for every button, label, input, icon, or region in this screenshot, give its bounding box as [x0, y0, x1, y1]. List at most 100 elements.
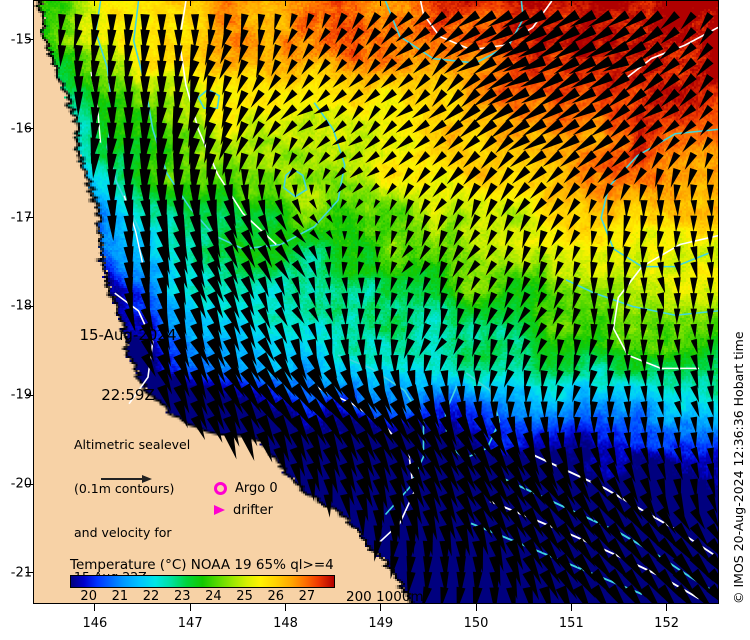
- velocity-arrow: [640, 432, 648, 451]
- velocity-arrow: [589, 87, 614, 105]
- velocity-arrow: [606, 261, 615, 281]
- velocity-arrow: [140, 322, 154, 348]
- velocity-arrow: [657, 292, 664, 310]
- velocity-arrow: [141, 353, 156, 378]
- velocity-arrow: [432, 135, 447, 149]
- velocity-arrow: [423, 292, 431, 309]
- velocity-arrow: [468, 229, 481, 245]
- velocity-arrow: [306, 414, 327, 446]
- velocity-arrow: [680, 11, 697, 30]
- velocity-arrow: [522, 460, 543, 492]
- colorbar-tick: 22: [142, 589, 160, 604]
- velocity-arrow: [607, 354, 615, 373]
- velocity-arrow: [623, 261, 631, 281]
- velocity-arrow: [537, 276, 548, 293]
- velocity-arrow: [437, 214, 448, 231]
- velocity-arrow: [333, 166, 347, 179]
- velocity-arrow: [356, 383, 378, 414]
- velocity-arrow: [623, 447, 633, 466]
- velocity-arrow: [90, 76, 100, 100]
- velocity-arrow: [456, 414, 474, 444]
- velocity-arrow: [57, 44, 67, 68]
- velocity-arrow: [690, 231, 698, 248]
- velocity-arrow: [140, 91, 151, 120]
- velocity-arrow: [499, 166, 515, 186]
- velocity-arrow: [457, 370, 465, 389]
- velocity-arrow: [657, 339, 665, 357]
- velocity-arrow: [607, 323, 615, 341]
- velocity-arrow: [535, 9, 564, 30]
- velocity-arrow: [90, 14, 100, 38]
- velocity-arrow: [207, 291, 224, 319]
- velocity-arrow: [397, 73, 414, 89]
- velocity-arrow: [537, 71, 564, 92]
- velocity-arrow: [489, 445, 510, 477]
- velocity-arrow: [517, 25, 547, 46]
- velocity-arrow: [190, 275, 207, 304]
- velocity-arrow: [555, 585, 570, 603]
- velocity-arrow: [390, 555, 399, 580]
- velocity-arrow: [606, 385, 615, 405]
- velocity-arrow: [548, 197, 564, 217]
- velocity-arrow: [224, 169, 233, 191]
- velocity-arrow: [375, 214, 381, 227]
- velocity-arrow: [373, 525, 383, 550]
- velocity-arrow: [422, 276, 431, 293]
- velocity-arrow: [623, 461, 636, 483]
- velocity-arrow: [107, 184, 117, 211]
- velocity-arrow: [624, 370, 631, 386]
- velocity-arrow: [189, 352, 209, 385]
- velocity-arrow: [363, 73, 381, 89]
- velocity-arrow: [660, 11, 681, 30]
- velocity-scale-arrow-icon: [101, 475, 152, 483]
- velocity-arrow: [507, 134, 530, 152]
- velocity-arrow: [589, 584, 607, 603]
- velocity-arrow: [640, 385, 648, 403]
- velocity-arrow: [297, 119, 314, 132]
- velocity-arrow: [401, 260, 414, 274]
- velocity-arrow: [414, 73, 431, 91]
- velocity-arrow: [555, 369, 564, 386]
- velocity-arrow: [350, 120, 364, 135]
- velocity-arrow: [557, 339, 565, 357]
- velocity-arrow: [570, 71, 597, 89]
- velocity-arrow: [107, 14, 117, 39]
- velocity-arrow: [540, 385, 548, 404]
- velocity-arrow: [690, 261, 698, 280]
- velocity-arrow: [351, 182, 364, 194]
- velocity-arrow: [286, 59, 298, 75]
- velocity-arrow: [236, 121, 249, 143]
- velocity-arrow: [690, 354, 699, 372]
- velocity-arrow: [156, 76, 167, 103]
- velocity-arrow: [257, 199, 266, 218]
- velocity-arrow: [639, 584, 658, 603]
- colorbar-tick: 20: [80, 589, 97, 604]
- velocity-arrow: [625, 88, 647, 108]
- velocity-arrow: [511, 166, 531, 184]
- velocity-arrow: [287, 28, 298, 44]
- velocity-arrow: [572, 118, 597, 136]
- velocity-arrow: [107, 169, 117, 194]
- velocity-arrow: [308, 306, 319, 323]
- velocity-arrow: [253, 136, 265, 153]
- velocity-arrow: [556, 476, 576, 506]
- map-plot-area[interactable]: 15-Aug-2024 22:59Z Altimetric sealevel (…: [33, 0, 719, 604]
- velocity-arrow: [522, 491, 546, 521]
- velocity-arrow: [572, 584, 589, 603]
- velocity-arrow: [706, 184, 714, 202]
- velocity-arrow: [623, 385, 631, 404]
- velocity-arrow: [462, 135, 481, 152]
- velocity-arrow: [706, 231, 714, 248]
- velocity-arrow: [174, 29, 183, 52]
- velocity-arrow: [456, 556, 466, 584]
- velocity-arrow: [73, 28, 83, 50]
- velocity-arrow: [503, 260, 514, 276]
- velocity-arrow: [207, 14, 216, 35]
- velocity-arrow: [673, 324, 681, 340]
- velocity-arrow: [473, 414, 490, 440]
- velocity-arrow: [140, 76, 150, 103]
- velocity-arrow: [190, 291, 207, 319]
- velocity-arrow: [257, 184, 266, 203]
- velocity-arrow: [308, 292, 316, 308]
- velocity-arrow: [687, 167, 698, 188]
